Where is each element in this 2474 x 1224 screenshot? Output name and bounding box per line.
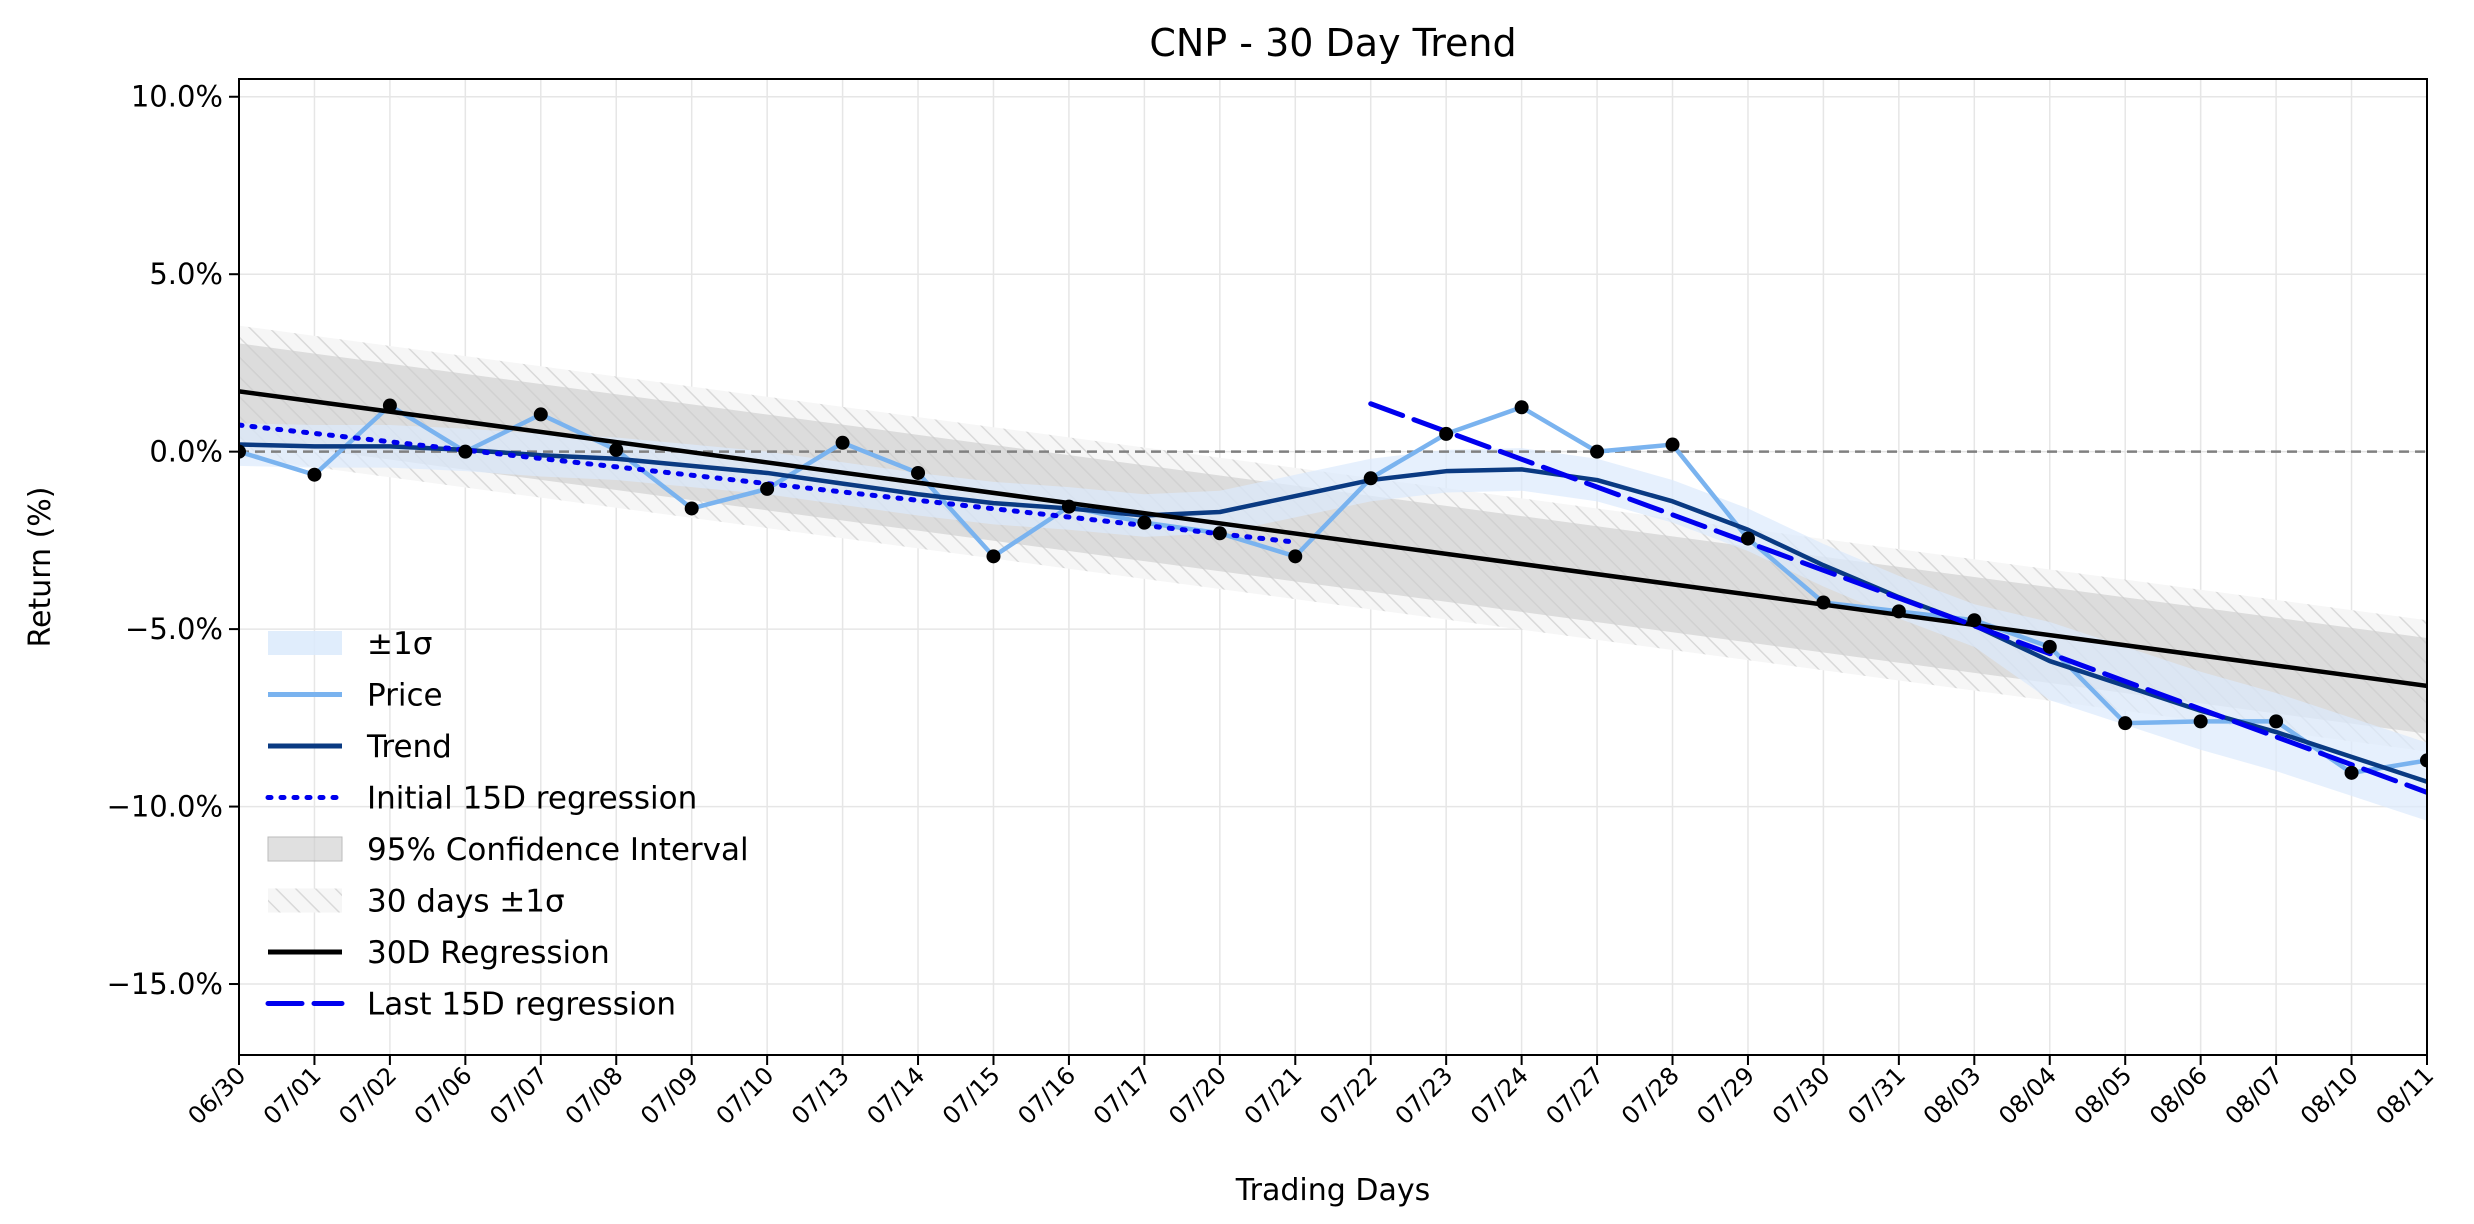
price-point (382, 398, 397, 413)
legend-item: Last 15D regression (265, 987, 676, 1023)
y-axis: 10.0% 5.0% 0.0% −5.0% −10.0% −15.0% (107, 80, 239, 1001)
legend: ±1σ Price Trend Initial 15D regression 95% C… (265, 626, 749, 1023)
x-tick-label: 08/07 (2220, 1061, 2289, 1130)
x-tick-label: 07/02 (333, 1061, 402, 1130)
regression-30d-line (239, 389, 2427, 689)
price-point (1212, 526, 1227, 541)
legend-item: 95% Confidence Interval (267, 832, 749, 868)
x-tick-label: 07/06 (409, 1061, 478, 1130)
price-point (1590, 444, 1605, 459)
price-point (2193, 714, 2208, 729)
legend-label: Last 15D regression (367, 987, 676, 1023)
legend-label: 30D Regression (367, 935, 610, 971)
price-point (458, 444, 473, 459)
legend-item: Trend (268, 729, 452, 765)
x-tick-label: 07/27 (1541, 1061, 1610, 1130)
legend-item: 30D Regression (268, 935, 610, 971)
y-tick-label: 0.0% (149, 435, 223, 469)
chart-title: CNP - 30 Day Trend (1149, 21, 1516, 65)
plot-area (239, 325, 2427, 821)
price-point (684, 501, 699, 516)
price-point (1288, 549, 1303, 564)
x-tick-label: 08/10 (2295, 1061, 2364, 1130)
legend-item: ±1σ (268, 626, 432, 662)
legend-label: ±1σ (367, 626, 432, 662)
x-tick-label: 07/14 (862, 1061, 931, 1130)
price-point (1137, 515, 1152, 530)
x-tick-label: 08/11 (2371, 1061, 2440, 1130)
y-axis-label: Return (%) (23, 486, 58, 647)
price-point (307, 467, 322, 482)
legend-swatch (268, 888, 342, 913)
price-point (1439, 426, 1454, 441)
legend-swatch (268, 631, 342, 655)
price-point (239, 444, 246, 459)
legend-label: Trend (366, 729, 452, 765)
x-tick-label: 07/28 (1616, 1061, 1685, 1130)
y-tick-label: −15.0% (107, 967, 223, 1001)
price-point (2118, 716, 2133, 731)
x-tick-label: 08/06 (2144, 1061, 2213, 1130)
price-point (1665, 437, 1680, 452)
price-point (609, 442, 624, 457)
legend-item: Price (268, 678, 443, 714)
band-sigma (239, 423, 2427, 821)
legend-label: 95% Confidence Interval (367, 832, 749, 868)
legend-label: 30 days ±1σ (367, 884, 565, 920)
x-tick-label: 08/05 (2069, 1061, 2138, 1130)
x-tick-label: 07/30 (1767, 1061, 1836, 1130)
y-tick-label: 5.0% (149, 257, 223, 291)
x-tick-label: 07/20 (1163, 1061, 1232, 1130)
x-tick-label: 07/13 (786, 1061, 855, 1130)
price-point (1363, 471, 1378, 486)
price-point (1967, 613, 1982, 628)
price-point (986, 549, 1001, 564)
price-point (911, 465, 926, 480)
y-tick-label: −5.0% (125, 612, 223, 646)
x-axis: 06/30 07/01 07/02 07/06 07/07 07/08 07/09 07/10… (183, 1055, 2440, 1130)
price-point (760, 481, 775, 496)
x-tick-label: 07/08 (560, 1061, 629, 1130)
price-point (2042, 639, 2057, 654)
x-tick-label: 07/17 (1088, 1061, 1157, 1130)
x-tick-label: 07/16 (1012, 1061, 1081, 1130)
x-tick-label: 07/07 (484, 1061, 553, 1130)
price-point (1891, 604, 1906, 619)
y-tick-label: 10.0% (131, 80, 223, 114)
x-tick-label: 07/24 (1465, 1061, 1534, 1130)
legend-item: Initial 15D regression (265, 781, 697, 817)
x-tick-label: 07/09 (635, 1061, 704, 1130)
legend-label: Price (367, 678, 443, 714)
price-point (835, 435, 850, 450)
x-tick-label: 07/15 (937, 1061, 1006, 1130)
x-tick-label: 06/30 (183, 1061, 252, 1130)
price-point (533, 407, 548, 422)
regression-last-15d-line (1368, 401, 2427, 795)
y-tick-label: −10.0% (107, 790, 223, 824)
x-tick-label: 07/10 (711, 1061, 780, 1130)
legend-label: Initial 15D regression (367, 781, 697, 817)
price-point (2344, 765, 2359, 780)
price-point (1816, 595, 1831, 610)
x-tick-label: 08/03 (1918, 1061, 1987, 1130)
x-axis-label: Trading Days (1235, 1173, 1430, 1208)
x-tick-label: 08/04 (1993, 1061, 2062, 1130)
x-tick-label: 07/21 (1239, 1061, 1308, 1130)
x-tick-label: 07/22 (1314, 1061, 1383, 1130)
trend-line (239, 442, 2427, 784)
x-tick-label: 07/01 (258, 1061, 327, 1130)
price-point (2269, 714, 2284, 729)
x-tick-label: 07/31 (1842, 1061, 1911, 1130)
legend-swatch (267, 836, 343, 862)
plot-frame (238, 78, 2428, 1056)
price-point (1061, 499, 1076, 514)
x-tick-label: 07/29 (1691, 1061, 1760, 1130)
x-tick-label: 07/23 (1390, 1061, 1459, 1130)
price-point (2420, 753, 2427, 768)
price-point (1514, 400, 1529, 415)
legend-item: 30 days ±1σ (268, 884, 565, 920)
price-point (1740, 531, 1755, 546)
